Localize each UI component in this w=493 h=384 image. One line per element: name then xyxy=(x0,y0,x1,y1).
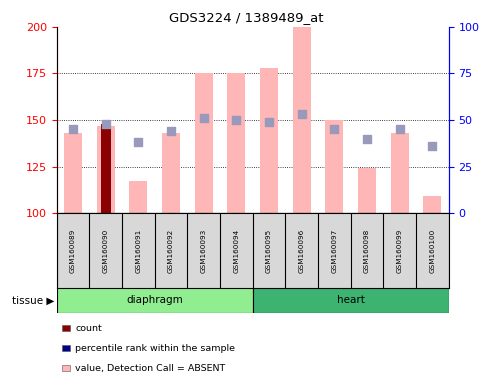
Bar xyxy=(423,196,441,213)
Text: count: count xyxy=(75,324,102,333)
Point xyxy=(298,111,306,118)
Text: tissue ▶: tissue ▶ xyxy=(12,295,54,306)
Text: diaphragm: diaphragm xyxy=(126,295,183,306)
Point xyxy=(102,121,109,127)
Text: GSM160099: GSM160099 xyxy=(397,228,403,273)
Point xyxy=(330,126,338,132)
Point xyxy=(265,119,273,125)
Bar xyxy=(252,288,449,313)
Text: GSM160097: GSM160097 xyxy=(331,228,337,273)
Text: GSM160100: GSM160100 xyxy=(429,228,435,273)
Bar xyxy=(390,133,409,213)
Bar xyxy=(57,288,252,313)
Text: percentile rank within the sample: percentile rank within the sample xyxy=(75,344,236,353)
Point xyxy=(135,139,142,146)
Bar xyxy=(293,27,311,213)
Text: heart: heart xyxy=(337,295,365,306)
Bar xyxy=(227,73,246,213)
Text: GSM160098: GSM160098 xyxy=(364,228,370,273)
Bar xyxy=(195,73,212,213)
Bar xyxy=(260,68,278,213)
Bar xyxy=(101,124,110,213)
Text: GSM160089: GSM160089 xyxy=(70,228,76,273)
Point xyxy=(363,136,371,142)
Bar xyxy=(64,133,82,213)
Text: GSM160095: GSM160095 xyxy=(266,228,272,273)
Point xyxy=(428,143,436,149)
Bar xyxy=(162,133,180,213)
Point xyxy=(200,115,208,121)
Text: GSM160090: GSM160090 xyxy=(103,228,108,273)
Text: GSM160096: GSM160096 xyxy=(299,228,305,273)
Point xyxy=(396,126,404,132)
Bar xyxy=(129,182,147,213)
Point xyxy=(69,126,77,132)
Text: GSM160091: GSM160091 xyxy=(136,228,141,273)
Bar xyxy=(97,126,115,213)
Bar xyxy=(358,169,376,213)
Text: value, Detection Call = ABSENT: value, Detection Call = ABSENT xyxy=(75,364,226,373)
Bar xyxy=(325,120,343,213)
Point xyxy=(232,117,240,123)
Text: GSM160093: GSM160093 xyxy=(201,228,207,273)
Point xyxy=(167,128,175,134)
Text: GSM160094: GSM160094 xyxy=(233,228,239,273)
Text: GSM160092: GSM160092 xyxy=(168,228,174,273)
Text: GDS3224 / 1389489_at: GDS3224 / 1389489_at xyxy=(169,11,324,24)
